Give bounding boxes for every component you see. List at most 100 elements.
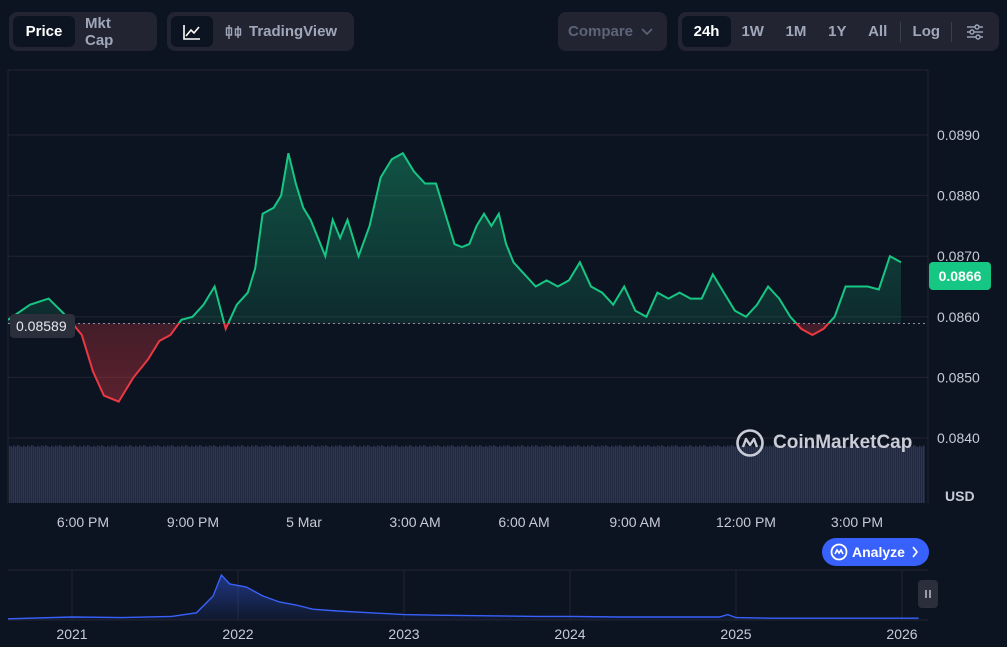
log-toggle[interactable]: Log: [912, 23, 941, 40]
volume-bar: [857, 445, 859, 503]
overview-tick-label: 2021: [56, 626, 87, 642]
volume-bar: [257, 446, 259, 503]
tradingview-button[interactable]: TradingView: [213, 16, 343, 47]
volume-bar: [157, 445, 159, 503]
volume-bar: [473, 446, 475, 503]
volume-bar: [537, 446, 539, 503]
volume-bar: [687, 446, 689, 503]
volume-bar: [55, 445, 57, 503]
volume-bar: [303, 445, 305, 503]
volume-bar: [641, 446, 643, 503]
volume-bar: [177, 445, 179, 503]
analyze-button[interactable]: Analyze: [822, 538, 929, 566]
volume-bar: [447, 445, 449, 503]
overview-tick-label: 2022: [222, 626, 253, 642]
volume-bar: [107, 445, 109, 503]
volume-bar: [909, 445, 911, 503]
volume-bar: [389, 446, 391, 503]
volume-bar: [557, 446, 559, 503]
volume-bar: [567, 447, 569, 503]
range-1w[interactable]: 1W: [741, 23, 764, 40]
volume-bar: [843, 445, 845, 503]
volume-bar: [143, 445, 145, 503]
volume-bar: [279, 445, 281, 503]
volume-bar: [517, 445, 519, 503]
volume-bar: [263, 446, 265, 503]
volume-bar: [357, 447, 359, 503]
current-price-label: 0.0866: [929, 262, 991, 290]
volume-bar: [159, 446, 161, 503]
volume-bar: [369, 446, 371, 503]
volume-bar: [493, 445, 495, 503]
volume-bar: [727, 445, 729, 503]
volume-bar: [361, 446, 363, 503]
volume-bar: [425, 446, 427, 503]
tab-mkt-cap[interactable]: Mkt Cap: [85, 14, 114, 49]
volume-bar: [499, 445, 501, 503]
volume-bar: [767, 446, 769, 503]
volume-bar: [677, 446, 679, 503]
volume-bar: [99, 446, 101, 503]
volume-bar: [743, 446, 745, 503]
volume-bar: [377, 445, 379, 503]
volume-bar: [359, 445, 361, 503]
volume-bar: [235, 446, 237, 503]
volume-bar: [797, 445, 799, 503]
range-1y[interactable]: 1Y: [828, 23, 847, 40]
volume-bar: [491, 446, 493, 503]
volume-bar: [779, 445, 781, 503]
volume-bar: [719, 446, 721, 503]
volume-bar: [525, 447, 527, 503]
volume-bar: [659, 446, 661, 503]
volume-bar: [61, 446, 63, 503]
volume-bar: [745, 445, 747, 503]
volume-bar: [149, 445, 151, 503]
volume-bar: [213, 445, 215, 503]
volume-bar: [151, 446, 153, 503]
volume-bar: [323, 446, 325, 503]
volume-bar: [583, 445, 585, 503]
settings-button[interactable]: [954, 16, 995, 47]
volume-bar: [19, 446, 21, 503]
volume-bar: [619, 445, 621, 503]
volume-bar: [701, 446, 703, 503]
volume-bar: [783, 445, 785, 503]
volume-bar: [229, 446, 231, 503]
volume-bar: [173, 446, 175, 503]
overview-area: [8, 575, 919, 620]
volume-bar: [811, 445, 813, 503]
overview-chart[interactable]: [7, 569, 928, 621]
line-chart-button[interactable]: [171, 16, 213, 47]
volume-bar: [423, 445, 425, 503]
overview-handle[interactable]: [918, 580, 938, 608]
price-area: [8, 153, 901, 402]
range-1m[interactable]: 1M: [785, 23, 807, 40]
volume-bar: [139, 445, 141, 503]
volume-bar: [91, 447, 93, 503]
volume-bar: [503, 445, 505, 503]
volume-bar: [219, 445, 221, 503]
range-24h[interactable]: 24h: [682, 16, 732, 47]
volume-bar: [83, 445, 85, 503]
volume-bar: [921, 446, 923, 503]
candlestick-icon: [225, 24, 242, 39]
compare-dropdown[interactable]: Compare: [558, 12, 667, 51]
volume-bar: [459, 446, 461, 503]
volume-bar: [247, 445, 249, 503]
x-tick-label: 3:00 PM: [831, 514, 883, 530]
volume-bar: [349, 445, 351, 503]
volume-bar: [335, 445, 337, 503]
y-tick-label: 0.0880: [937, 188, 980, 204]
volume-bar: [497, 447, 499, 503]
volume-bar: [549, 445, 551, 503]
range-all[interactable]: All: [868, 23, 888, 40]
volume-bar: [787, 445, 789, 503]
volume-bar: [289, 445, 291, 503]
x-axis: 6:00 PM 9:00 PM 5 Mar 3:00 AM 6:00 AM 9:00 AM…: [57, 514, 883, 530]
volume-bar: [109, 446, 111, 503]
volume-bar: [859, 446, 861, 503]
tab-price[interactable]: Price: [13, 16, 75, 47]
volume-bar: [653, 445, 655, 503]
volume-bar: [321, 445, 323, 503]
